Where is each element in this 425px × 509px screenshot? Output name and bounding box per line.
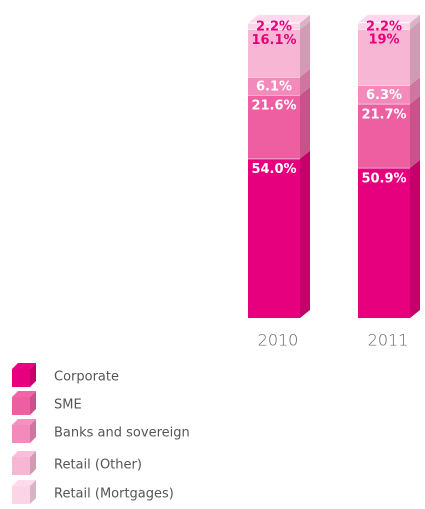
x-tick-label: 2010 bbox=[258, 331, 299, 350]
value-label: 2.2% bbox=[366, 19, 402, 34]
legend-swatch bbox=[12, 397, 30, 415]
bar-side bbox=[300, 15, 310, 30]
bar-side bbox=[300, 21, 310, 77]
legend-swatch-side bbox=[30, 451, 36, 475]
bar-segment bbox=[358, 22, 410, 30]
legend-swatch bbox=[12, 486, 30, 504]
legend-swatch-top bbox=[12, 391, 36, 397]
legend-swatch-side bbox=[30, 480, 36, 504]
legend-swatch-side bbox=[30, 363, 36, 387]
legend-label: Retail (Mortgages) bbox=[54, 487, 174, 502]
bar-side bbox=[300, 86, 310, 159]
bar-side bbox=[410, 14, 420, 30]
bar-side bbox=[410, 21, 420, 86]
legend-swatch-side bbox=[30, 419, 36, 443]
legend-swatch-side bbox=[30, 391, 36, 415]
value-label: 21.6% bbox=[251, 98, 296, 113]
legend-label: Retail (Other) bbox=[54, 458, 142, 473]
legend-label: Corporate bbox=[54, 370, 119, 385]
bar-side bbox=[300, 68, 310, 95]
legend-swatch-top bbox=[12, 419, 36, 425]
bar-side bbox=[410, 159, 420, 318]
legend-swatch-top bbox=[12, 480, 36, 486]
legend-label: Banks and sovereign bbox=[54, 426, 190, 441]
value-label: 6.3% bbox=[366, 88, 402, 103]
value-label: 50.9% bbox=[361, 171, 406, 186]
bar-side bbox=[410, 77, 420, 104]
legend-swatch bbox=[12, 369, 30, 387]
x-tick-label: 2011 bbox=[368, 331, 409, 350]
bar-segment bbox=[358, 29, 410, 86]
value-label: 19% bbox=[368, 33, 399, 48]
legend-swatch-top bbox=[12, 363, 36, 369]
bar-segment bbox=[248, 158, 300, 318]
bar-segment bbox=[358, 103, 410, 168]
bar-side bbox=[410, 95, 420, 168]
value-label: 21.7% bbox=[361, 107, 406, 122]
value-label: 54.0% bbox=[251, 162, 296, 177]
legend-swatch bbox=[12, 425, 30, 443]
bar-segment bbox=[248, 29, 300, 77]
value-label: 6.1% bbox=[256, 79, 292, 94]
legend-label: SME bbox=[54, 398, 82, 413]
value-label: 2.2% bbox=[256, 20, 292, 35]
value-label: 16.1% bbox=[251, 33, 296, 48]
bar-top bbox=[358, 14, 420, 23]
bar-side bbox=[300, 150, 310, 318]
bar-segment bbox=[248, 94, 300, 159]
legend-swatch bbox=[12, 457, 30, 475]
bar-segment bbox=[248, 76, 300, 95]
bar-top bbox=[248, 15, 310, 23]
bar-segment bbox=[248, 23, 300, 30]
bar-segment bbox=[358, 85, 410, 104]
bar-segment bbox=[358, 167, 410, 318]
legend-swatch-top bbox=[12, 451, 36, 457]
